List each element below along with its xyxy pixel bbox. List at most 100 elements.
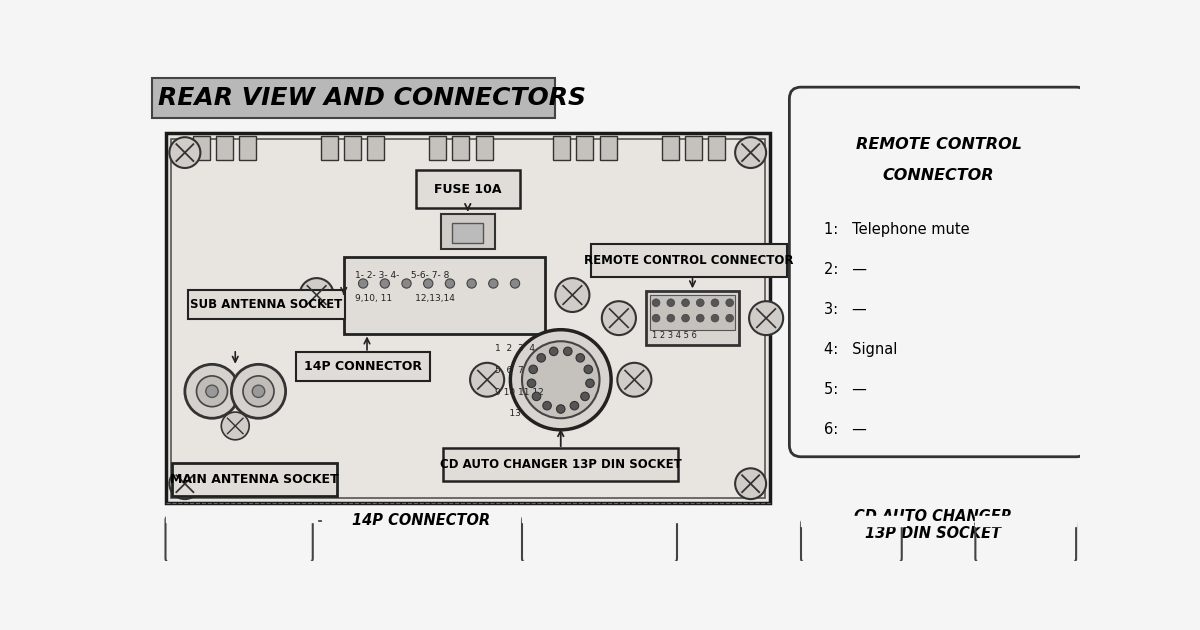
Bar [430,135,446,160]
Circle shape [726,299,733,307]
Circle shape [602,301,636,335]
FancyBboxPatch shape [443,448,678,481]
Circle shape [300,278,334,312]
Circle shape [467,279,476,288]
FancyBboxPatch shape [172,463,337,496]
Bar [553,135,570,160]
Text: MAIN ANTENNA SOCKET: MAIN ANTENNA SOCKET [170,473,338,486]
Bar [685,135,702,160]
Circle shape [169,468,200,499]
Circle shape [185,364,239,418]
Circle shape [470,363,504,397]
Circle shape [653,314,660,322]
Bar [475,135,492,160]
Text: 14P CONNECTOR: 14P CONNECTOR [352,513,491,528]
Circle shape [542,401,551,410]
Circle shape [749,301,784,335]
Text: 5  6  7  8: 5 6 7 8 [494,366,535,375]
Bar [343,256,545,333]
Circle shape [445,279,455,288]
Text: CD AUTO CHANGER: CD AUTO CHANGER [853,508,1012,524]
Circle shape [712,299,719,307]
Circle shape [197,376,228,407]
Text: 13P DIN SOCKET: 13P DIN SOCKET [865,526,1001,541]
Circle shape [252,385,265,398]
Text: 13: 13 [494,409,521,418]
Circle shape [232,364,286,418]
Circle shape [667,314,674,322]
Text: CD AUTO CHANGER 13P DIN SOCKET: CD AUTO CHANGER 13P DIN SOCKET [440,458,682,471]
Circle shape [576,353,584,362]
Circle shape [736,468,766,499]
Circle shape [510,279,520,288]
Bar [343,135,361,160]
Circle shape [682,299,689,307]
Circle shape [536,353,546,362]
Text: FUSE 10A: FUSE 10A [434,183,502,196]
FancyBboxPatch shape [151,78,554,118]
Bar [708,135,725,160]
Bar [646,291,739,345]
Circle shape [653,299,660,307]
Circle shape [359,279,367,288]
Circle shape [527,379,535,387]
Circle shape [581,392,589,401]
Circle shape [736,137,766,168]
Circle shape [488,279,498,288]
Circle shape [570,401,578,410]
Circle shape [667,299,674,307]
FancyBboxPatch shape [296,352,430,381]
Circle shape [242,376,274,407]
Bar [600,135,617,160]
Text: 14P CONNECTOR: 14P CONNECTOR [304,360,422,373]
Bar [193,135,210,160]
Text: 1- 2- 3- 4-    5-6- 7- 8: 1- 2- 3- 4- 5-6- 7- 8 [355,272,450,280]
Circle shape [221,412,250,440]
Text: 5:   —: 5: — [824,382,868,398]
Circle shape [556,278,589,312]
Circle shape [564,347,572,355]
FancyBboxPatch shape [187,290,344,319]
Bar [239,135,256,160]
Text: 9,10, 11        12,13,14: 9,10, 11 12,13,14 [355,294,455,304]
Bar [452,135,469,160]
Text: 1  2  3  4: 1 2 3 4 [494,345,535,353]
Bar [320,135,337,160]
Text: 1 2 3 4 5 6: 1 2 3 4 5 6 [653,331,697,340]
Bar [650,295,736,329]
FancyBboxPatch shape [416,170,520,208]
Text: REMOTE CONTROL: REMOTE CONTROL [856,137,1021,152]
Text: CONNECTOR: CONNECTOR [883,168,995,183]
Bar [661,135,678,160]
Circle shape [402,279,412,288]
Circle shape [557,405,565,413]
Circle shape [712,314,719,322]
Circle shape [682,314,689,322]
Bar [367,135,384,160]
Circle shape [550,347,558,355]
Text: 1:   Telephone mute: 1: Telephone mute [824,222,970,237]
Circle shape [424,279,433,288]
Bar [452,224,484,243]
Bar [170,139,764,498]
Circle shape [617,363,652,397]
Circle shape [529,365,538,374]
Circle shape [726,314,733,322]
Circle shape [522,341,600,418]
Text: REAR VIEW AND CONNECTORS: REAR VIEW AND CONNECTORS [157,86,586,110]
Bar [216,135,233,160]
Text: REMOTE CONTROL CONNECTOR: REMOTE CONTROL CONNECTOR [584,254,793,267]
Text: 9 10 11 12: 9 10 11 12 [494,387,544,396]
Circle shape [380,279,390,288]
Circle shape [584,365,593,374]
Circle shape [696,314,704,322]
Text: SUB ANTENNA SOCKET: SUB ANTENNA SOCKET [190,298,342,311]
Circle shape [169,137,200,168]
Circle shape [510,329,611,430]
Text: 3:   —: 3: — [824,302,866,317]
Text: 6:   —: 6: — [824,422,868,437]
Bar [576,135,593,160]
Circle shape [586,379,594,387]
Bar [166,134,770,503]
Circle shape [533,392,541,401]
